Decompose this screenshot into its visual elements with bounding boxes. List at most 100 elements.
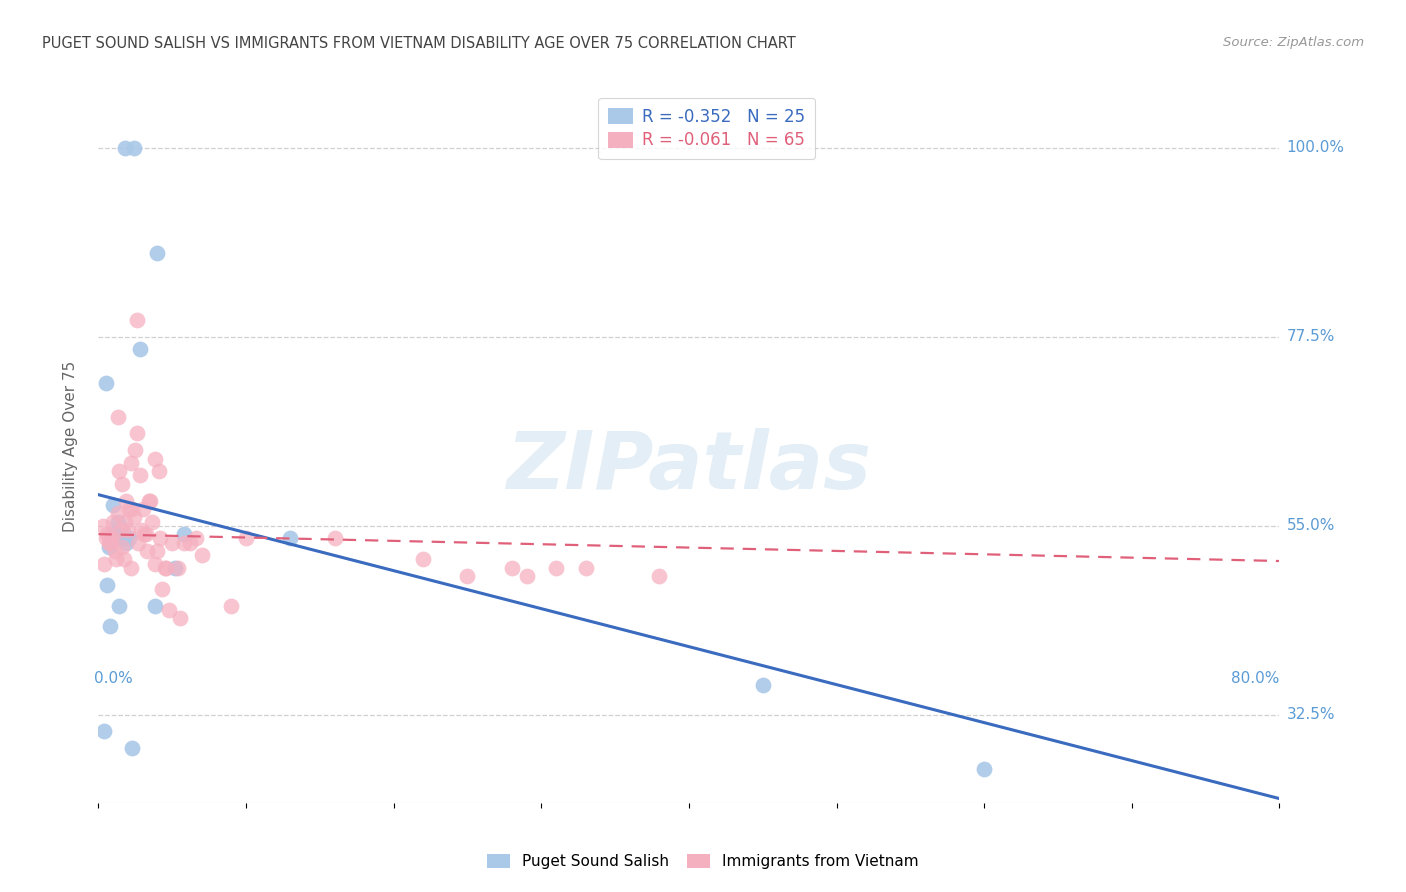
Point [132, 502, 155, 516]
Point [127, 535, 149, 549]
Point [115, 535, 138, 549]
Point [118, 502, 141, 516]
Point [94, 376, 117, 390]
Point [146, 544, 169, 558]
Point [98, 619, 121, 633]
Point [122, 141, 145, 155]
Point [98, 535, 121, 549]
Point [114, 141, 136, 155]
Point [97, 535, 120, 549]
Point [515, 569, 537, 583]
Point [155, 560, 177, 574]
Point [111, 523, 134, 537]
Point [173, 535, 195, 549]
Point [125, 426, 148, 441]
Point [112, 532, 135, 546]
Point [94, 532, 117, 546]
Point [143, 557, 166, 571]
Point [138, 493, 160, 508]
Text: 55.0%: 55.0% [1286, 518, 1334, 533]
Point [111, 476, 134, 491]
Legend: R = -0.352   N = 25, R = -0.061   N = 65: R = -0.352 N = 25, R = -0.061 N = 65 [599, 97, 815, 160]
Text: ZIPatlas: ZIPatlas [506, 428, 872, 507]
Point [544, 560, 567, 574]
Y-axis label: Disability Age Over 75: Disability Age Over 75 [63, 360, 77, 532]
Point [121, 502, 143, 516]
Point [149, 532, 172, 546]
Point [157, 603, 180, 617]
Point [278, 532, 302, 546]
Point [219, 599, 242, 613]
Point [111, 540, 134, 554]
Point [235, 532, 257, 546]
Point [648, 569, 671, 583]
Point [167, 560, 190, 574]
Point [120, 456, 142, 470]
Point [108, 599, 131, 613]
Point [148, 464, 170, 478]
Legend: Puget Sound Salish, Immigrants from Vietnam: Puget Sound Salish, Immigrants from Viet… [481, 847, 925, 875]
Point [162, 535, 183, 549]
Point [118, 532, 141, 546]
Point [96, 527, 118, 541]
Point [96, 577, 118, 591]
Point [107, 506, 129, 520]
Point [103, 515, 125, 529]
Point [100, 527, 122, 541]
Point [114, 515, 136, 529]
Point [121, 741, 143, 756]
Point [117, 523, 139, 537]
Point [124, 443, 146, 458]
Point [128, 468, 150, 483]
Point [751, 678, 773, 692]
Point [134, 527, 156, 541]
Point [456, 569, 478, 583]
Point [128, 343, 150, 357]
Point [105, 552, 128, 566]
Point [98, 532, 121, 546]
Point [103, 498, 125, 512]
Point [179, 535, 201, 549]
Point [146, 246, 169, 260]
Text: 0.0%: 0.0% [94, 671, 132, 686]
Point [412, 552, 434, 566]
Point [100, 532, 122, 546]
Point [112, 552, 135, 566]
Point [104, 544, 127, 558]
Text: PUGET SOUND SALISH VS IMMIGRANTS FROM VIETNAM DISABILITY AGE OVER 75 CORRELATION: PUGET SOUND SALISH VS IMMIGRANTS FROM VI… [42, 36, 796, 51]
Point [323, 532, 346, 546]
Point [97, 540, 120, 554]
Text: 32.5%: 32.5% [1286, 707, 1334, 723]
Point [120, 560, 142, 574]
Point [173, 527, 195, 541]
Point [93, 557, 115, 571]
Point [125, 313, 148, 327]
Point [91, 518, 114, 533]
Point [141, 515, 163, 529]
Point [107, 409, 129, 424]
Point [143, 451, 166, 466]
Point [139, 493, 162, 508]
Point [107, 515, 129, 529]
Point [104, 532, 127, 546]
Text: 80.0%: 80.0% [1232, 671, 1279, 686]
Point [143, 599, 166, 613]
Point [115, 493, 138, 508]
Point [150, 582, 173, 596]
Text: 77.5%: 77.5% [1286, 329, 1334, 344]
Text: 100.0%: 100.0% [1286, 140, 1344, 155]
Point [973, 762, 995, 776]
Point [184, 532, 207, 546]
Point [110, 523, 132, 537]
Point [574, 560, 596, 574]
Point [108, 464, 131, 478]
Point [136, 544, 159, 558]
Point [93, 724, 115, 739]
Text: Source: ZipAtlas.com: Source: ZipAtlas.com [1223, 36, 1364, 49]
Point [153, 560, 176, 574]
Point [135, 527, 157, 541]
Point [129, 523, 152, 537]
Point [501, 560, 523, 574]
Point [165, 560, 187, 574]
Point [169, 611, 191, 625]
